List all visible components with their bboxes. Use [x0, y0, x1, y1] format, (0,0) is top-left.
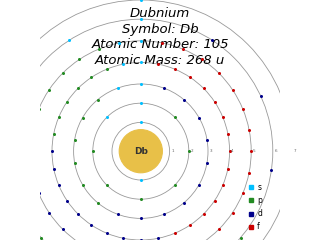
Text: 1: 1	[171, 149, 174, 153]
Text: p: p	[257, 196, 262, 205]
Circle shape	[119, 130, 163, 173]
Text: 6: 6	[275, 149, 277, 153]
Text: Atomic Mass: 268 u: Atomic Mass: 268 u	[95, 54, 225, 67]
Text: s: s	[257, 183, 261, 192]
Text: f: f	[257, 222, 260, 231]
Text: 3: 3	[210, 149, 212, 153]
Text: 4: 4	[231, 149, 234, 153]
Text: 7: 7	[294, 149, 296, 153]
Text: Db: Db	[134, 147, 148, 156]
Text: Atomic Number: 105: Atomic Number: 105	[91, 38, 229, 51]
Text: Symbol: Db: Symbol: Db	[122, 23, 198, 36]
Text: Dubnium: Dubnium	[130, 7, 190, 20]
Text: d: d	[257, 209, 262, 218]
Text: 2: 2	[190, 149, 193, 153]
Text: 5: 5	[253, 149, 255, 153]
